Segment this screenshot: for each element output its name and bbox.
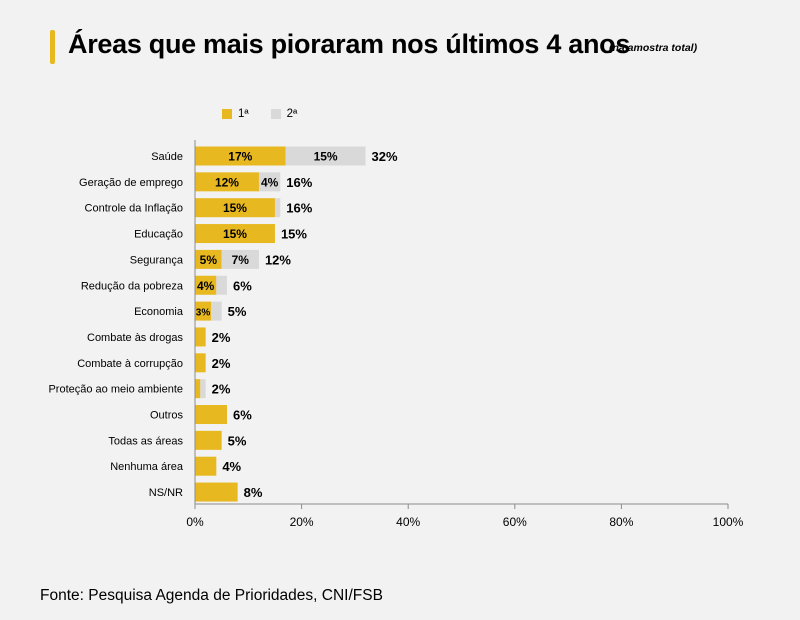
legend-label-1: 1ª bbox=[238, 108, 249, 120]
x-tick-label: 40% bbox=[396, 515, 420, 529]
category-label: Combate à corrupção bbox=[77, 358, 183, 370]
x-tick-label: 20% bbox=[290, 515, 314, 529]
bar-segment-series-1 bbox=[195, 224, 275, 244]
bar-segment-series-1 bbox=[195, 327, 206, 347]
category-label: Combate às drogas bbox=[87, 332, 183, 344]
title-accent-bar bbox=[50, 30, 55, 64]
bar-segment-series-1 bbox=[195, 301, 211, 321]
legend-swatch-1 bbox=[222, 109, 232, 119]
total-value-label: 16% bbox=[286, 175, 312, 190]
legend-label-2: 2ª bbox=[286, 108, 298, 120]
total-value-label: 6% bbox=[233, 278, 252, 293]
bar-segment-series-2 bbox=[216, 275, 227, 295]
total-value-label: 2% bbox=[212, 382, 231, 397]
x-tick-label: 0% bbox=[186, 515, 204, 529]
bar-value-label: 4% bbox=[261, 175, 279, 189]
source-note: Fonte: Pesquisa Agenda de Prioridades, C… bbox=[40, 587, 383, 604]
total-value-label: 15% bbox=[281, 227, 307, 242]
bar-segment-series-1 bbox=[195, 430, 222, 450]
category-label: Redução da pobreza bbox=[81, 280, 184, 292]
total-value-label: 16% bbox=[286, 201, 312, 216]
bar-value-label: 17% bbox=[228, 150, 252, 164]
total-value-label: 2% bbox=[212, 356, 231, 371]
legend-item-1: 1ª bbox=[222, 108, 249, 120]
total-value-label: 8% bbox=[244, 485, 263, 500]
bar-segment-series-1 bbox=[195, 482, 238, 502]
bar-segment-series-1 bbox=[195, 146, 286, 166]
bar-value-label: 15% bbox=[223, 201, 247, 215]
legend-swatch-2 bbox=[270, 109, 281, 119]
category-label: Segurança bbox=[130, 254, 184, 266]
bar-segment-series-1 bbox=[195, 353, 206, 373]
total-value-label: 12% bbox=[265, 252, 291, 267]
total-value-label: 2% bbox=[212, 330, 231, 345]
category-label: Todas as áreas bbox=[108, 435, 183, 447]
category-label: Educação bbox=[134, 229, 183, 241]
bar-value-label: 15% bbox=[314, 150, 338, 164]
x-tick-label: 60% bbox=[503, 515, 527, 529]
total-value-label: 5% bbox=[228, 433, 247, 448]
bar-segment-series-1 bbox=[195, 275, 217, 295]
chart-subtitle: (na amostra total) bbox=[609, 42, 698, 54]
total-value-label: 6% bbox=[233, 408, 252, 423]
bar-value-label: 3% bbox=[196, 308, 211, 319]
bar-segment-series-2 bbox=[210, 301, 222, 321]
x-tick-label: 100% bbox=[713, 515, 744, 529]
legend-item-2: 2ª bbox=[270, 108, 298, 120]
bar-value-label: 7% bbox=[232, 253, 250, 267]
bar-segment-series-1 bbox=[195, 172, 259, 192]
category-label: Economia bbox=[134, 306, 184, 318]
bar-segment-series-2 bbox=[274, 198, 281, 218]
bar-segment-series-1 bbox=[195, 249, 222, 269]
bar-segment-series-1 bbox=[195, 456, 217, 476]
chart-title: Áreas que mais pioraram nos últimos 4 an… bbox=[68, 29, 631, 59]
bar-value-label: 15% bbox=[223, 227, 247, 241]
bar-segment-series-1 bbox=[195, 379, 201, 399]
category-label: Controle da Inflação bbox=[85, 203, 183, 215]
total-value-label: 5% bbox=[228, 304, 247, 319]
bar-value-label: 5% bbox=[200, 253, 218, 267]
bar-segment-series-2 bbox=[200, 379, 206, 399]
total-value-label: 4% bbox=[222, 459, 241, 474]
category-label: Saúde bbox=[151, 151, 183, 163]
bar-segment-series-1 bbox=[195, 405, 227, 424]
category-label: Proteção ao meio ambiente bbox=[48, 384, 183, 396]
x-tick-label: 80% bbox=[609, 515, 633, 529]
category-label: NS/NR bbox=[149, 487, 183, 499]
bar-value-label: 4% bbox=[197, 279, 215, 293]
bar-segment-series-2 bbox=[258, 172, 281, 192]
bar-segment-series-2 bbox=[285, 146, 366, 166]
category-label: Geração de emprego bbox=[79, 177, 183, 189]
category-label: Nenhuma área bbox=[110, 461, 184, 473]
legend: 1ª 2ª bbox=[222, 108, 319, 120]
bar-segment-series-1 bbox=[195, 198, 275, 218]
bar-segment-series-2 bbox=[221, 249, 259, 269]
category-label: Outros bbox=[150, 410, 184, 422]
bar-value-label: 12% bbox=[215, 175, 239, 189]
total-value-label: 32% bbox=[372, 149, 398, 164]
